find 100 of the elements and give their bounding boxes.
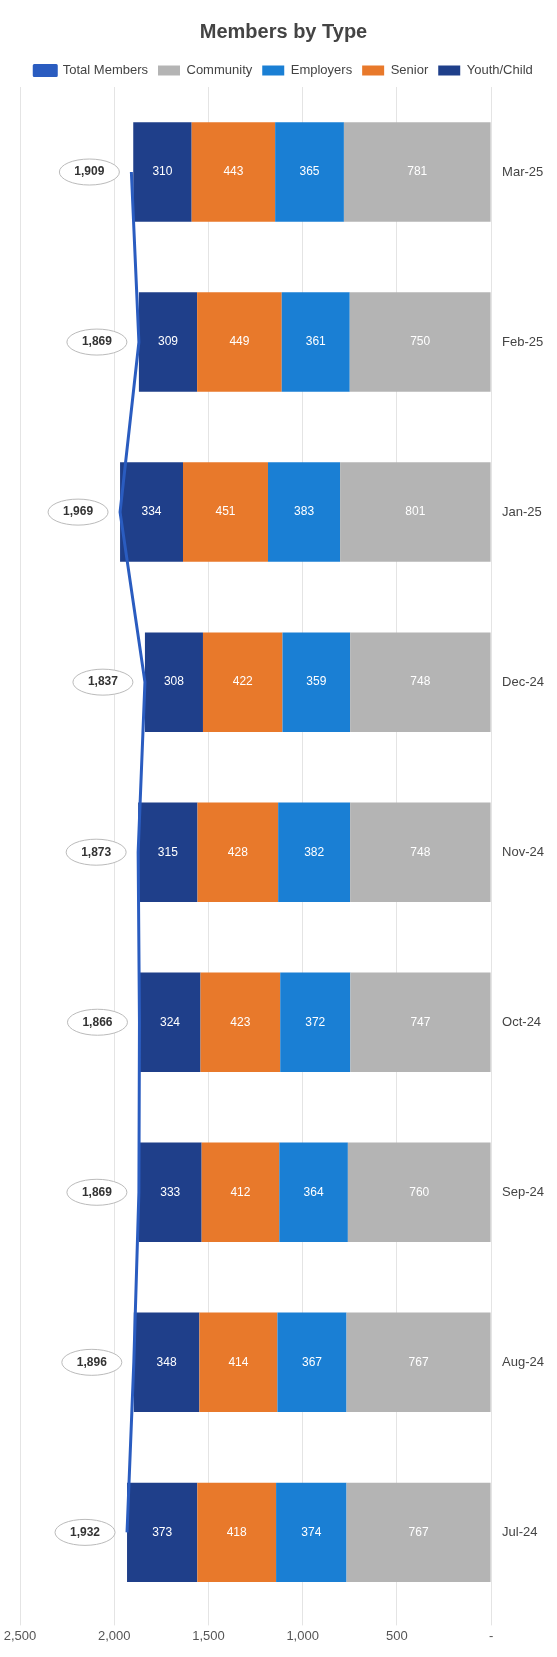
bar xyxy=(340,462,491,562)
data-label: 364 xyxy=(303,1184,324,1199)
data-label: 367 xyxy=(301,1354,323,1369)
bar xyxy=(139,972,201,1072)
data-label: 1,909 xyxy=(74,164,105,179)
bar xyxy=(343,122,491,222)
bar xyxy=(346,1482,491,1583)
data-label: 767 xyxy=(408,1354,429,1369)
data-label: 383 xyxy=(294,504,315,519)
y-tick-label: Jan-25 xyxy=(502,503,542,519)
bar xyxy=(350,802,491,902)
data-label: 359 xyxy=(306,674,327,689)
bar xyxy=(133,1312,200,1413)
x-tick-label: 1,000 xyxy=(286,1627,319,1643)
y-tick-label: Aug-24 xyxy=(502,1353,544,1369)
legend-label: Youth/Child xyxy=(466,62,533,78)
bar xyxy=(197,292,282,392)
bar xyxy=(275,122,344,222)
data-label: 449 xyxy=(229,334,250,349)
y-tick-label: Mar-25 xyxy=(502,163,544,179)
bar xyxy=(127,1482,198,1583)
y-tick-label: Oct-24 xyxy=(502,1013,542,1029)
data-label: 748 xyxy=(410,844,431,859)
bar xyxy=(138,292,198,392)
data-label: 1,866 xyxy=(82,1014,113,1029)
data-label: 428 xyxy=(227,844,249,859)
data-label: 412 xyxy=(230,1184,251,1199)
data-label: 382 xyxy=(304,844,325,859)
data-label: 747 xyxy=(410,1014,431,1029)
y-tick-label: Sep-24 xyxy=(502,1183,544,1199)
bar xyxy=(281,292,350,392)
data-label: 310 xyxy=(152,164,173,179)
data-label: 1,869 xyxy=(81,334,113,349)
bar xyxy=(201,1142,280,1243)
data-label: 423 xyxy=(230,1014,251,1029)
data-label: 748 xyxy=(410,674,431,689)
data-label: 1,896 xyxy=(76,1354,108,1369)
bar xyxy=(350,632,491,732)
data-label: 418 xyxy=(226,1524,248,1539)
bar xyxy=(197,1482,277,1583)
bar xyxy=(278,802,351,902)
bar xyxy=(144,632,203,732)
bar xyxy=(346,1312,491,1413)
data-label: 414 xyxy=(228,1354,249,1369)
data-label: 451 xyxy=(215,504,236,519)
x-tick-label: 1,500 xyxy=(192,1627,225,1643)
y-tick-label: Jul-24 xyxy=(502,1523,538,1539)
bar xyxy=(133,122,192,222)
data-label: 1,969 xyxy=(63,504,94,519)
data-label: 309 xyxy=(158,334,179,349)
bar xyxy=(138,802,198,902)
data-label: 750 xyxy=(410,334,431,349)
bar xyxy=(199,1312,278,1413)
x-tick-label: 500 xyxy=(386,1627,408,1643)
bar xyxy=(279,1142,348,1243)
legend-label: Senior xyxy=(390,62,429,78)
bar xyxy=(197,802,279,902)
x-tick-label: - xyxy=(488,1627,494,1643)
bar xyxy=(350,972,491,1072)
bar xyxy=(347,1142,491,1243)
data-label: 1,873 xyxy=(81,844,112,859)
data-label: 760 xyxy=(409,1184,430,1199)
data-label: 334 xyxy=(141,504,162,519)
data-label: 801 xyxy=(405,504,426,519)
bar xyxy=(202,632,283,732)
data-label: 324 xyxy=(159,1014,181,1029)
bar xyxy=(276,1482,347,1583)
data-label: 372 xyxy=(305,1014,326,1029)
legend-label: Community xyxy=(186,62,253,78)
bar xyxy=(191,122,276,222)
data-label: 315 xyxy=(157,844,179,859)
data-label: 361 xyxy=(305,334,327,349)
data-label: 365 xyxy=(299,164,320,179)
data-label: 1,869 xyxy=(81,1184,113,1199)
data-label: 374 xyxy=(301,1524,322,1539)
x-tick-label: 2,500 xyxy=(3,1627,37,1643)
data-label: 781 xyxy=(407,164,428,179)
y-tick-label: Nov-24 xyxy=(502,843,544,859)
y-tick-label: Dec-24 xyxy=(502,673,544,689)
legend-label: Employers xyxy=(290,62,353,78)
x-tick-label: 2,000 xyxy=(97,1627,131,1643)
y-tick-label: Feb-25 xyxy=(502,333,544,349)
legend-label: Total Members xyxy=(62,62,149,78)
bar xyxy=(349,292,491,392)
data-label: 348 xyxy=(156,1354,177,1369)
data-label: 308 xyxy=(163,674,185,689)
bar xyxy=(138,1142,202,1243)
bar xyxy=(182,462,268,562)
bar xyxy=(280,972,351,1072)
bar xyxy=(282,632,351,732)
data-label: 443 xyxy=(223,164,244,179)
data-label: 767 xyxy=(408,1524,429,1539)
data-label: 1,837 xyxy=(87,674,119,689)
data-label: 333 xyxy=(160,1184,181,1199)
bar xyxy=(200,972,281,1072)
data-label: 1,932 xyxy=(70,1524,101,1539)
data-label: 422 xyxy=(232,674,254,689)
data-label: 373 xyxy=(152,1524,173,1539)
chart-title: Members by Type xyxy=(199,19,368,42)
bar xyxy=(120,462,183,562)
